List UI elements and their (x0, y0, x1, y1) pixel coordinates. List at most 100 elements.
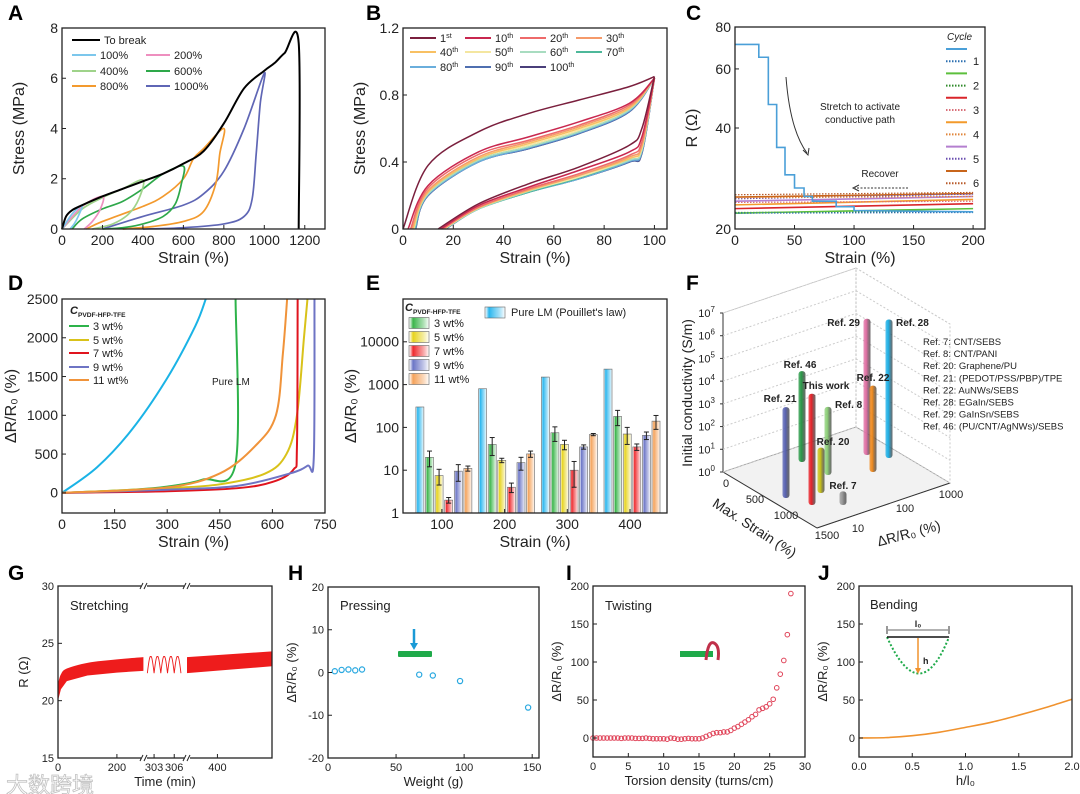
y-tick-label: 10 (383, 462, 399, 478)
y-tick-label: 50 (843, 695, 855, 707)
series-line-9wt (61, 298, 316, 494)
y-axis-title: ΔR/R₀ (%) (549, 641, 564, 701)
x-tick-label: 0.0 (851, 761, 866, 773)
arrow-head (802, 147, 810, 157)
z-tick-label: 105 (698, 350, 715, 365)
panel-c: 20 40 60 80 0 50 100 150 200 Strain (%) R (Ω) Cycle… (684, 19, 986, 267)
resistance-band (58, 657, 144, 701)
bar (560, 444, 569, 514)
panel-b: 0 0.4 0.8 1.2 0 20 40 60 80 100 Strain (%) Stress (… (352, 20, 668, 267)
data-point (657, 735, 663, 742)
data-point (770, 696, 777, 703)
data-point (745, 716, 752, 723)
dr-axis (816, 482, 951, 529)
data-point (773, 685, 780, 691)
y-axis-title: ΔR/R₀ (%) (815, 641, 830, 701)
x-tick-label: 150 (902, 232, 926, 248)
bar (588, 434, 598, 514)
legend-label: 800% (100, 81, 128, 93)
y-tick-label: 4 (50, 120, 58, 136)
plot-frame (402, 298, 668, 514)
bar (540, 376, 550, 514)
bar-ref-21 (782, 407, 790, 498)
height-label: h (923, 656, 929, 666)
z-tick-label: 100 (698, 464, 715, 479)
superscript: th (618, 32, 624, 40)
superscript: 3 (711, 396, 716, 405)
y-tick-label: 80 (715, 19, 731, 35)
grid-line (722, 381, 857, 428)
plot-area (858, 698, 1073, 739)
y-axis-title: ΔR/R₀ (%) (284, 642, 299, 702)
legend-title: CPVDF-HFP-TFE (405, 302, 461, 316)
data-point (629, 735, 635, 741)
series-load-90th (414, 77, 656, 230)
data-point (667, 735, 674, 741)
y-tick-label: 0 (849, 733, 855, 745)
x-tick-label: 1000 (249, 232, 280, 248)
y-tick-label: 150 (571, 619, 589, 631)
series-cycle-4-solid (734, 198, 974, 206)
plot-area (331, 666, 532, 711)
grid-line (722, 290, 857, 337)
y-tick-label: 20 (715, 221, 731, 237)
bar-ref-20 (817, 447, 825, 493)
legend: CPVDF-HFP-TFE Pure LM (Pouillet's law) 3 w… (405, 302, 626, 386)
x-tick-label: 1.0 (958, 761, 973, 773)
panel-letter-b: B (366, 2, 381, 25)
x-tick-label: 600 (172, 232, 196, 248)
legend-label: 5 (973, 154, 979, 166)
plot-area (734, 43, 974, 214)
y-tick-label: 50 (577, 695, 589, 707)
legend-label: 4 (973, 129, 979, 141)
plot-area (61, 30, 301, 230)
bar (642, 435, 651, 514)
series-load-80th (414, 77, 656, 230)
annotation-stretch: Stretch to activate (820, 102, 900, 113)
panel-letter-h: H (288, 562, 303, 585)
y-axis-title: R (Ω) (684, 109, 701, 148)
legend-label: 90th (495, 61, 513, 74)
bar (478, 388, 487, 514)
y-tick-label: 100 (376, 419, 400, 435)
series-line-100 (61, 204, 84, 230)
series-unload-20th (441, 78, 656, 230)
superscript: 7 (711, 305, 716, 314)
legend-label: 7 wt% (93, 348, 123, 360)
axis-break-icon (139, 582, 148, 590)
annotation-recover: Recover (861, 169, 899, 180)
bar (579, 446, 588, 514)
y-tick-label: 0.4 (380, 154, 400, 170)
data-point (678, 736, 685, 742)
series-cycle-6-dotted (734, 191, 974, 196)
panel-letter-f: F (686, 272, 699, 295)
x-tick-label: 1.5 (1011, 761, 1026, 773)
data-point (784, 631, 791, 638)
y-tick-label: 1.2 (380, 20, 400, 36)
z-axis-title: Initial conductivity (S/m) (679, 319, 695, 467)
x-tick-label: 303 (145, 762, 163, 774)
legend-entry: Ref. 22: AuNWs/SEBS (923, 385, 1019, 396)
x-tick-label: 50 (787, 232, 803, 248)
data-point (692, 735, 699, 742)
legend-entry: Ref. 8: CNT/PANI (923, 349, 997, 360)
series-load-60th (413, 77, 656, 230)
data-point (331, 668, 339, 675)
panel-g: 15 20 25 30 0 200 303 306 400 Time (min) R (Ω) Stre… (16, 581, 273, 789)
series-load-50th (412, 77, 656, 230)
data-point (713, 729, 720, 736)
grid-line (722, 358, 857, 405)
grid-line (855, 267, 951, 325)
bar (651, 420, 661, 514)
x-tick-label: 400 (131, 232, 155, 248)
y-tick-label: 1000 (368, 377, 399, 393)
series-line-purelm (61, 298, 207, 494)
x-tick-label: 15 (693, 761, 705, 773)
superscript: th (452, 61, 458, 69)
x-axis-title: h/l₀ (956, 773, 975, 788)
z-tick-label: 107 (698, 305, 715, 320)
bar-label: Ref. 29 (827, 318, 860, 329)
data-point (607, 735, 614, 741)
x-tick-label: 5 (625, 761, 631, 773)
legend-label: 20th (550, 32, 568, 45)
